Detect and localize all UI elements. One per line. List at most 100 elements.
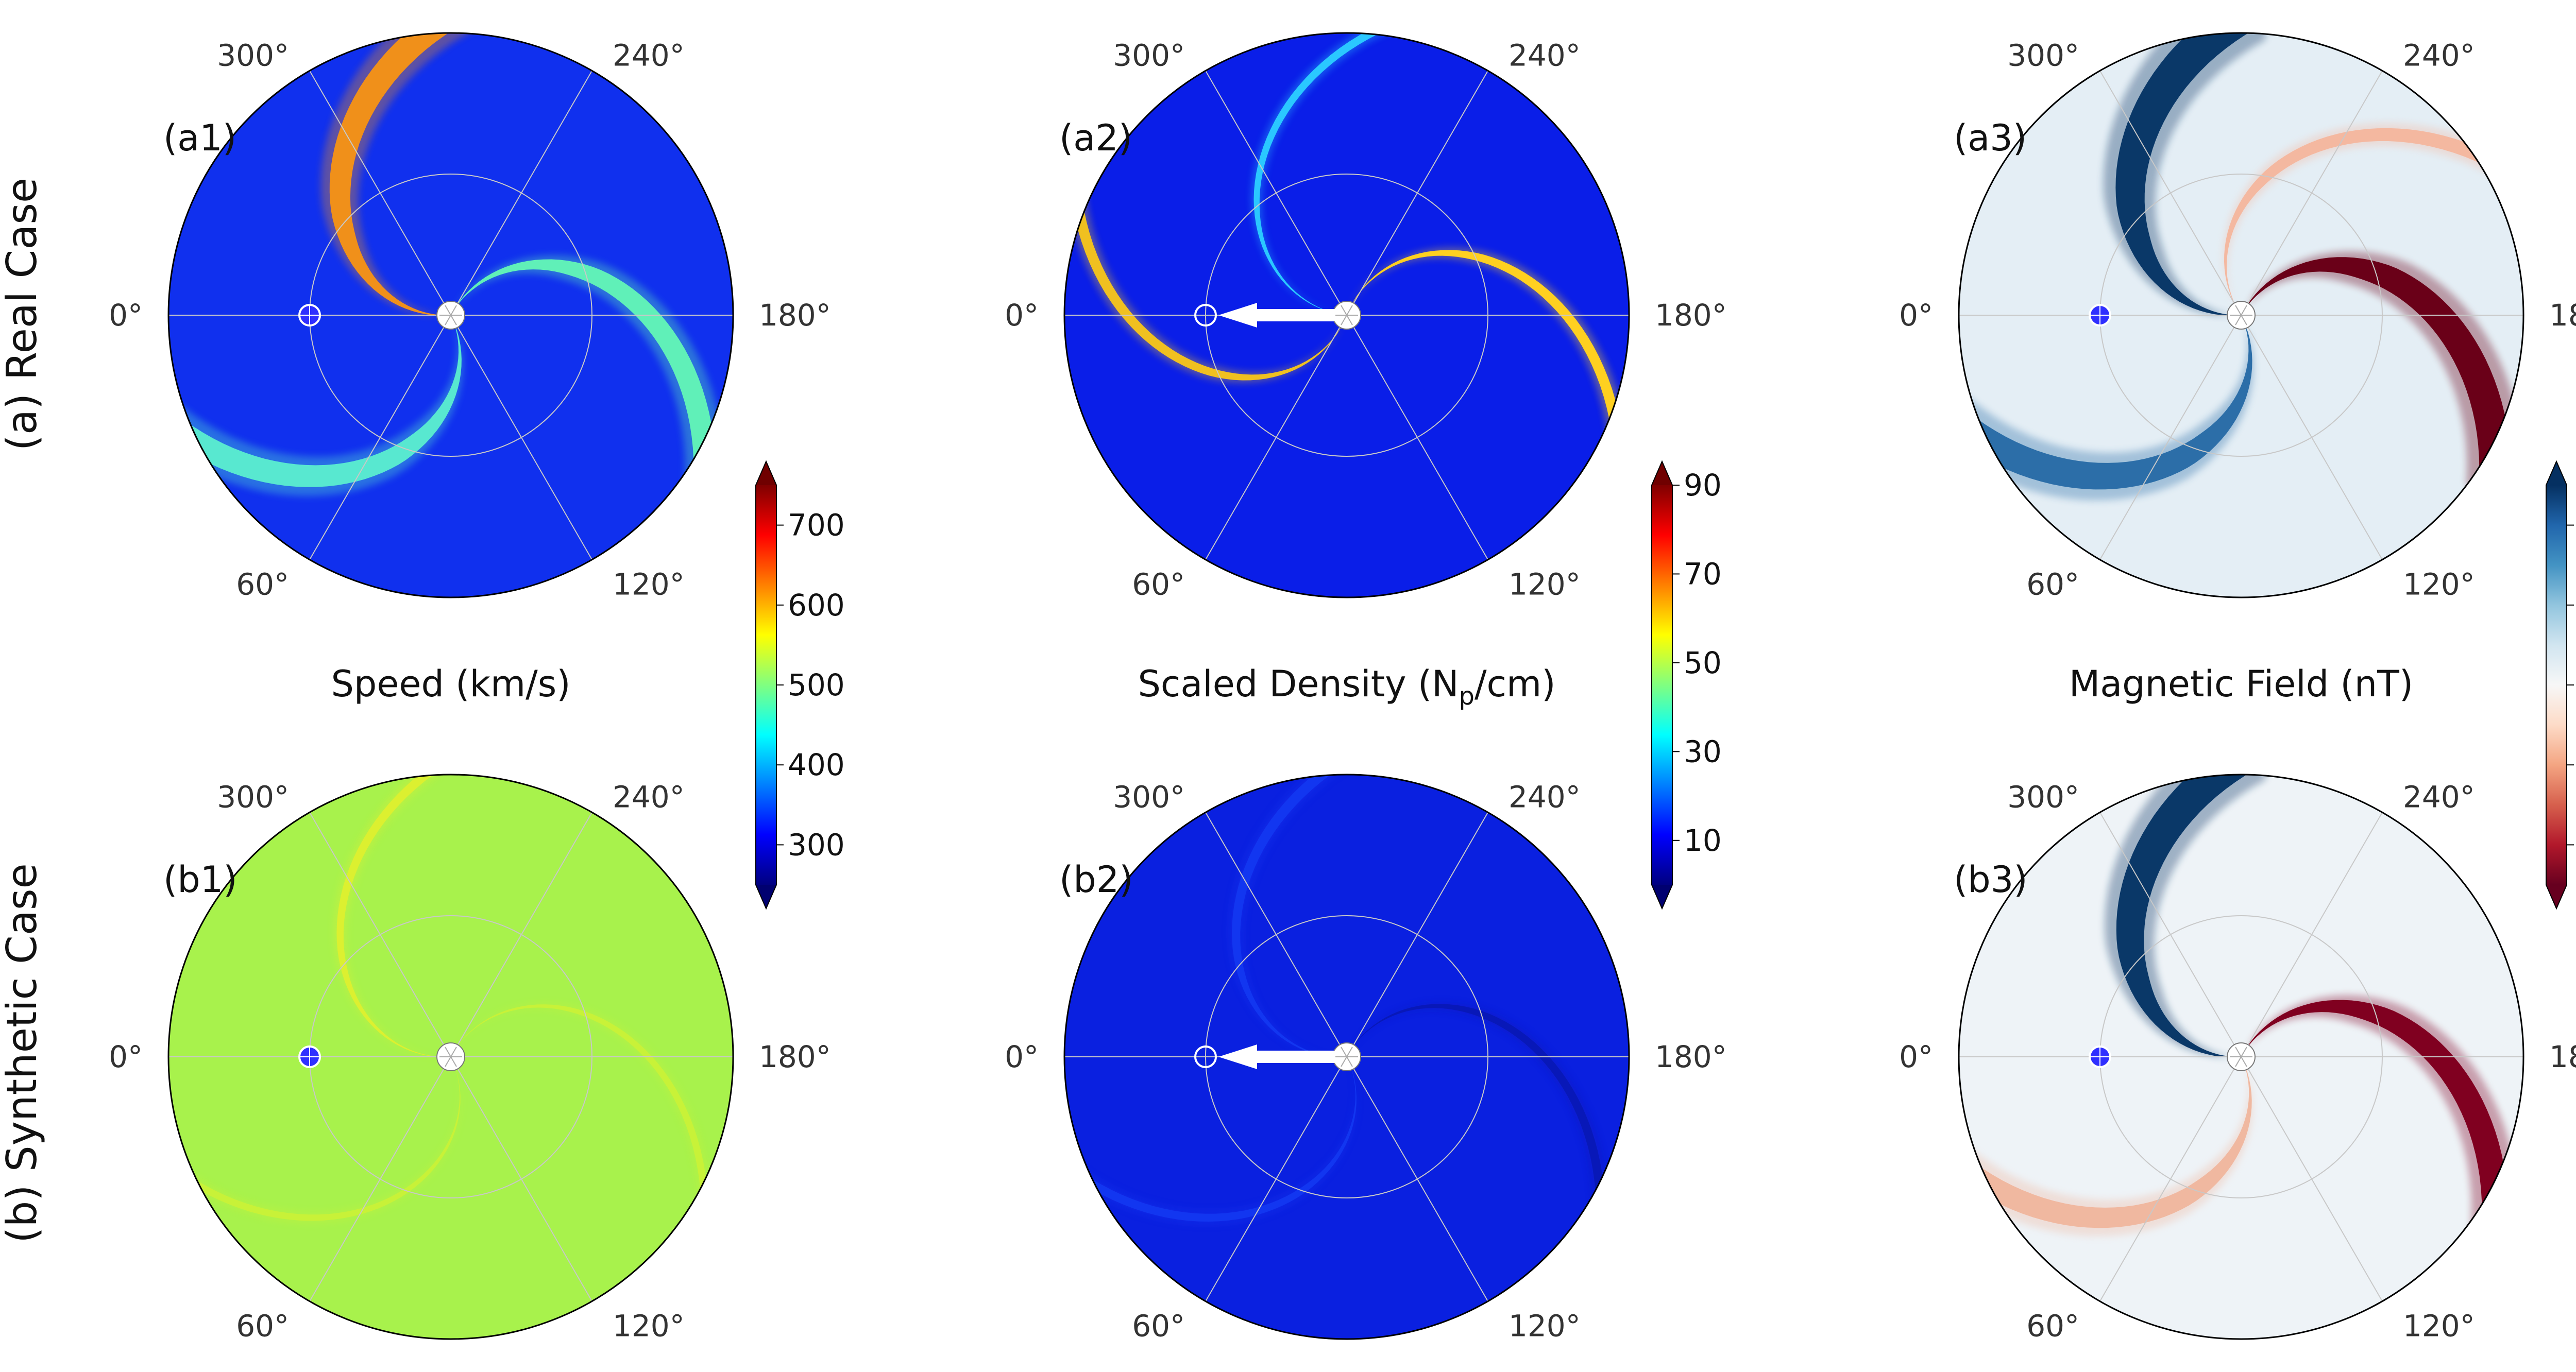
colorbar-tick-label: 400 (788, 747, 845, 782)
polar-panel-6: 0° 60° 120° 180° 240° 300° (b3) (1899, 774, 2576, 1344)
colorbar-outline (755, 460, 777, 910)
colorbar-outline (1651, 460, 1673, 910)
colorbar-extend-high (756, 461, 776, 485)
stream-arm-1 (2116, 775, 2270, 1057)
colorbar-title-1: Speed (km/s) (331, 663, 570, 705)
theta-tick-label: 240° (2403, 38, 2475, 73)
theta-tick-label: 120° (1509, 1309, 1581, 1344)
sun-marker-spoke (2235, 305, 2247, 325)
theta-tick-label: 60° (2026, 1309, 2079, 1344)
stream-arm-2 (2244, 257, 2511, 516)
theta-tick-label: 120° (613, 1309, 685, 1344)
panel-field (1064, 775, 1629, 1339)
theta-tick-label: 120° (2403, 1309, 2475, 1344)
earth-marker (1194, 1045, 1217, 1068)
theta-tick-label: 120° (613, 567, 685, 602)
sun-marker-spoke (445, 305, 457, 325)
polar-frame (1063, 774, 1630, 1340)
polar-frame (1063, 32, 1630, 598)
theta-tick-label: 60° (1132, 1309, 1185, 1344)
stream-arm-2 (2245, 1000, 2509, 1256)
polar-panel-5: 0° 60° 120° 180° 240° 300° (b2) (1005, 774, 1727, 1344)
stream-arm-2 (455, 259, 716, 513)
colorbar-tick-label: 30 (1684, 734, 1722, 769)
sun-marker-spoke (445, 1047, 457, 1067)
theta-tick-label: 60° (1132, 567, 1185, 602)
colorbar-tick-label: 700 (788, 508, 845, 543)
panel-label: (a2) (1059, 117, 1132, 159)
polar-panel-1: 0° 60° 120° 180° 240° 300° (a1) (109, 32, 831, 602)
row-label-real-text: (a) Real Case (0, 178, 46, 451)
colorbar-tick-label: 90 (1684, 468, 1722, 503)
theta-tick-label: 0° (1005, 1039, 1039, 1074)
stream-arm-3 (1959, 321, 2252, 490)
theta-tick-label: 180° (759, 298, 831, 333)
theta-tick-label: 240° (613, 38, 685, 73)
stream-arm-3 (1959, 1064, 2252, 1228)
theta-tick-label: 120° (2403, 567, 2475, 602)
direction-arrow (1218, 303, 1335, 328)
theta-tick-label: 180° (759, 1039, 831, 1074)
theta-tick-label: 300° (2007, 38, 2079, 73)
grid-ring (1205, 915, 1488, 1198)
theta-tick-label: 60° (236, 1309, 289, 1344)
stream-arm-halo (334, 775, 479, 1057)
theta-tick-label: 240° (1509, 38, 1581, 73)
colorbar-tick-label: 300 (788, 827, 845, 862)
stream-arm-1 (1351, 250, 1625, 476)
stream-arm-1 (329, 33, 480, 315)
theta-tick-label: 300° (217, 38, 289, 73)
colorbar-gradient (2546, 485, 2567, 885)
colorbar-tick-label: 50 (1684, 645, 1722, 680)
theta-tick-label: 240° (613, 779, 685, 814)
colorbar-extend-high (2546, 461, 2567, 485)
row-label-synthetic-text: (b) Synthetic Case (0, 863, 46, 1243)
panel-field (168, 775, 733, 1339)
theta-tick-label: 180° (1655, 298, 1727, 333)
stream-arm-1 (2115, 33, 2270, 315)
panel-label: (b2) (1059, 859, 1133, 901)
panel-field (1064, 33, 1629, 597)
panel-label: (a1) (163, 117, 236, 159)
panel-field (168, 33, 733, 597)
colorbar-gradient (1652, 485, 1672, 885)
colorbar-extend-low (1652, 885, 1672, 908)
stream-arm-3 (168, 322, 462, 487)
sun-marker-spoke (1341, 1047, 1353, 1067)
theta-tick-label: 0° (1899, 298, 1933, 333)
polar-frame (167, 32, 734, 598)
polar-panel-4: 0° 60° 120° 180° 240° 300° (b1) (109, 774, 831, 1344)
sun-marker-spoke (2235, 1047, 2247, 1067)
colorbar-gradient (756, 485, 776, 885)
stream-arm-halo (320, 33, 481, 315)
row-label-real: (a) Real Case (0, 178, 46, 451)
colorbar-tick-label: 500 (788, 667, 845, 702)
theta-tick-label: 0° (109, 298, 143, 333)
panel-label: (b1) (163, 859, 238, 901)
theta-tick-label: 180° (1655, 1039, 1727, 1074)
theta-tick-label: 60° (2026, 567, 2079, 602)
polar-frame (1958, 774, 2524, 1340)
polar-panels: 0°60° 120°180°240°300°(a1)0°60° 120°180°24… (109, 32, 2576, 1344)
polar-panel-3: 0° 60° 120° 180° 240° 300° (a3) (1899, 32, 2576, 602)
panel-field (1959, 33, 2523, 597)
colorbar-title-3: Magnetic Field (nT) (2069, 663, 2413, 705)
colorbar-1: 300 400 500 600 700 (755, 460, 845, 910)
colorbar-extend-high (1652, 461, 1672, 485)
colorbar-extend-low (756, 885, 776, 908)
colorbar-outline (2546, 460, 2567, 910)
colorbar-tick-label: 600 (788, 588, 845, 623)
direction-arrow (1218, 1044, 1335, 1069)
row-label-synthetic: (b) Synthetic Case (0, 863, 46, 1243)
polar-panel-2: 0° 60° 120° 180° 240° 300° (a2) (1005, 32, 1727, 602)
earth-marker (1194, 304, 1217, 327)
panel-label: (b3) (1954, 859, 2028, 901)
colorbars: 300 400 500 600 700 10 30 50 70 90 −4−2024 Speed (k… (331, 460, 2574, 910)
grid-ring (1205, 174, 1488, 457)
theta-tick-label: 240° (2403, 779, 2475, 814)
theta-tick-label: 300° (2007, 779, 2079, 814)
theta-tick-label: 180° (2549, 298, 2576, 333)
theta-tick-label: 0° (1899, 1039, 1933, 1074)
stream-arm-halo (1351, 1002, 1609, 1253)
